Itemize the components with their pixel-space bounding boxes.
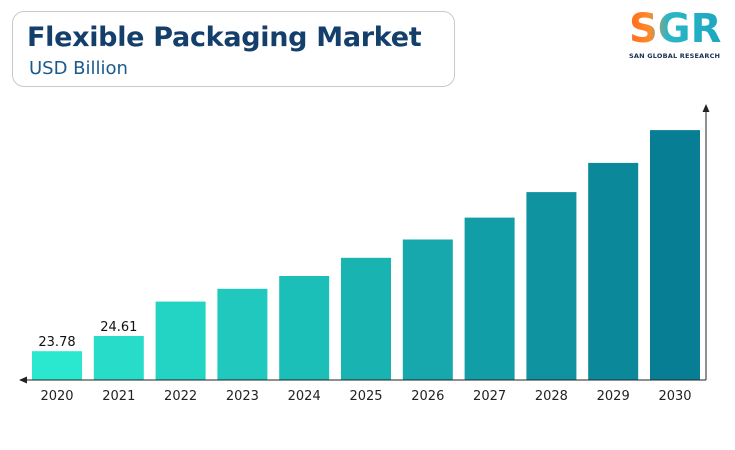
- bar-2021: [93, 336, 144, 380]
- x-tick-label-2029: 2029: [597, 389, 630, 404]
- x-tick-label-2020: 2020: [40, 389, 73, 404]
- bar-2024: [279, 276, 330, 380]
- x-tick-label-2025: 2025: [349, 389, 382, 404]
- bar-2030: [650, 130, 700, 380]
- bar-2023: [217, 288, 268, 380]
- bar-2022: [155, 301, 206, 380]
- sgr-logo: SGR SAN GLOBAL RESEARCH: [617, 6, 727, 64]
- y-axis-arrow: [702, 104, 710, 112]
- chart-title: Flexible Packaging Market: [27, 22, 422, 53]
- chart-subtitle: USD Billion: [29, 58, 128, 79]
- x-tick-label-2026: 2026: [411, 389, 444, 404]
- data-label-2021: 24.61: [100, 320, 137, 335]
- x-tick-label-2023: 2023: [226, 389, 259, 404]
- bar-2025: [341, 257, 391, 380]
- x-tick-label-2027: 2027: [473, 389, 506, 404]
- bar-2020: [32, 351, 82, 380]
- bar-2029: [588, 162, 639, 380]
- bar-2027: [464, 217, 515, 380]
- x-tick-label-2021: 2021: [102, 389, 135, 404]
- bar-2028: [526, 192, 577, 380]
- x-tick-label-2022: 2022: [164, 389, 197, 404]
- x-tick-label-2024: 2024: [288, 389, 321, 404]
- x-axis-arrow: [19, 376, 27, 384]
- title-box: Flexible Packaging Market USD Billion: [12, 11, 455, 87]
- x-tick-label-2030: 2030: [658, 389, 691, 404]
- chart-axes: [19, 104, 710, 384]
- data-label-2020: 23.78: [38, 335, 75, 350]
- logo-text: SGR: [629, 6, 722, 52]
- bar-2026: [402, 239, 453, 380]
- logo-tagline: SAN GLOBAL RESEARCH: [629, 52, 721, 60]
- x-tick-label-2028: 2028: [535, 389, 568, 404]
